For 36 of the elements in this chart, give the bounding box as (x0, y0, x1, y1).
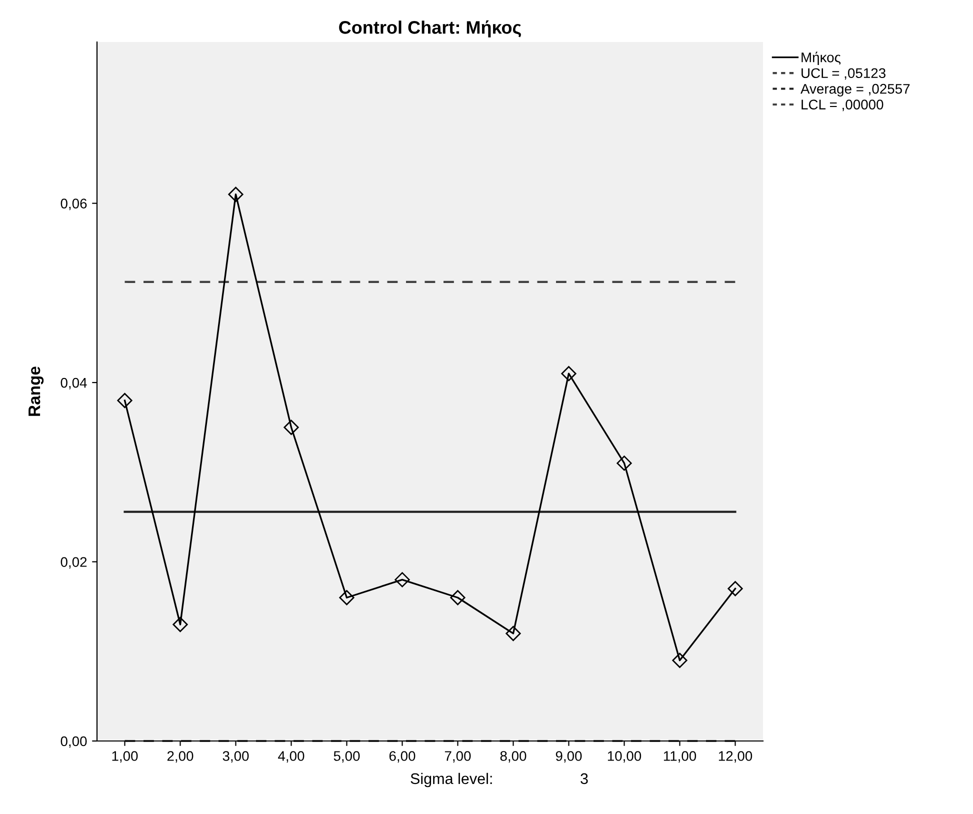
text: Sigma level: (410, 772, 492, 788)
x-tick-label: 10,00 (608, 751, 642, 763)
legend-label: LCL = ,00000 (802, 100, 884, 112)
y-tick-label: 0,00 (60, 736, 87, 748)
point (117, 392, 132, 408)
x-tick-label: 8,00 (500, 751, 526, 763)
y-tick-label: 0,02 (60, 557, 87, 569)
y-tick-label: 0,06 (60, 198, 87, 210)
x-tick-label: 5,00 (334, 751, 360, 763)
x-tick-label: 3,00 (222, 751, 249, 763)
x-tick-label: 7,00 (444, 751, 471, 763)
x-tick-label: 2,00 (167, 751, 194, 763)
point (728, 581, 743, 596)
point (284, 420, 299, 435)
x-tick-label: 4,00 (278, 751, 304, 763)
y-tick-label: 0,04 (60, 378, 87, 390)
point (561, 366, 576, 382)
point (672, 652, 688, 668)
x-tick-label: 1,00 (112, 751, 138, 763)
chart-title: Control Chart: Μήκος (339, 20, 521, 38)
point (450, 590, 466, 606)
text: 3 (580, 773, 588, 784)
legend-label: Average = ,02557 (800, 84, 910, 97)
point (394, 572, 410, 588)
point (339, 590, 354, 606)
legend-label: Μήκος (802, 52, 841, 66)
point (228, 186, 244, 202)
point (616, 456, 632, 471)
x-tick-label: 6,00 (389, 751, 416, 763)
point (172, 616, 188, 632)
y-axis-title: Range (28, 366, 44, 416)
point (506, 626, 521, 642)
x-tick-label: 9,00 (556, 751, 582, 763)
x-tick-label: 12,00 (718, 751, 752, 763)
legend-label: UCL = ,05123 (802, 68, 886, 80)
x-tick-label: 11,00 (664, 751, 696, 763)
